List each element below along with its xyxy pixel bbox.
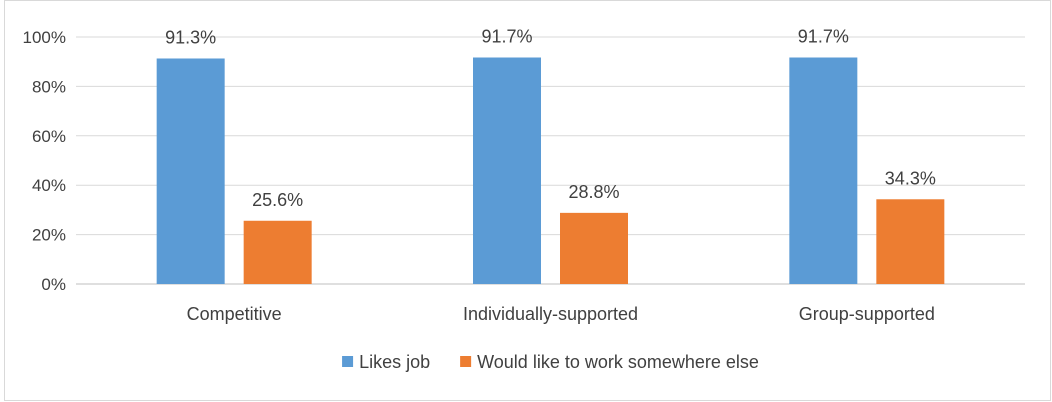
- bar-would-like-to-work-elsewhere: [876, 199, 945, 284]
- data-label: 91.7%: [481, 27, 532, 47]
- bar-likes-job: [156, 58, 225, 284]
- data-label: 34.3%: [885, 168, 936, 188]
- y-tick-label: 0%: [41, 275, 66, 294]
- legend-item: Would like to work somewhere else: [460, 352, 759, 372]
- category-label: Individually-supported: [463, 304, 638, 324]
- bar-likes-job: [473, 57, 541, 284]
- bars: [156, 57, 945, 284]
- data-label: 91.7%: [798, 27, 849, 47]
- bar-would-like-to-work-elsewhere: [243, 220, 312, 284]
- legend-label: Would like to work somewhere else: [477, 352, 759, 372]
- y-tick-label: 100%: [23, 28, 66, 47]
- y-tick-label: 40%: [32, 176, 66, 195]
- legend-item: Likes job: [342, 352, 430, 372]
- y-tick-label: 60%: [32, 127, 66, 146]
- data-labels: 91.3% 25.6% 91.7% 28.8% 91.7% 34.3%: [165, 27, 936, 210]
- data-label: 28.8%: [568, 182, 619, 202]
- data-label: 91.3%: [165, 27, 216, 47]
- data-label: 25.6%: [252, 190, 303, 210]
- bar-would-like-to-work-elsewhere: [560, 212, 628, 284]
- bar-likes-job: [789, 57, 858, 284]
- gridlines: [76, 36, 1025, 285]
- legend-swatch: [342, 356, 354, 367]
- legend: Likes job Would like to work somewhere el…: [342, 352, 759, 372]
- category-label: Group-supported: [799, 304, 935, 324]
- y-tick-label: 80%: [32, 77, 66, 96]
- y-axis-tick-labels: 0% 20% 40% 60% 80% 100%: [23, 28, 66, 294]
- category-label: Competitive: [187, 304, 282, 324]
- legend-swatch: [460, 356, 472, 367]
- category-labels: Competitive Individually-supported Group-s…: [187, 304, 935, 324]
- legend-label: Likes job: [359, 352, 430, 372]
- y-tick-label: 20%: [32, 226, 66, 245]
